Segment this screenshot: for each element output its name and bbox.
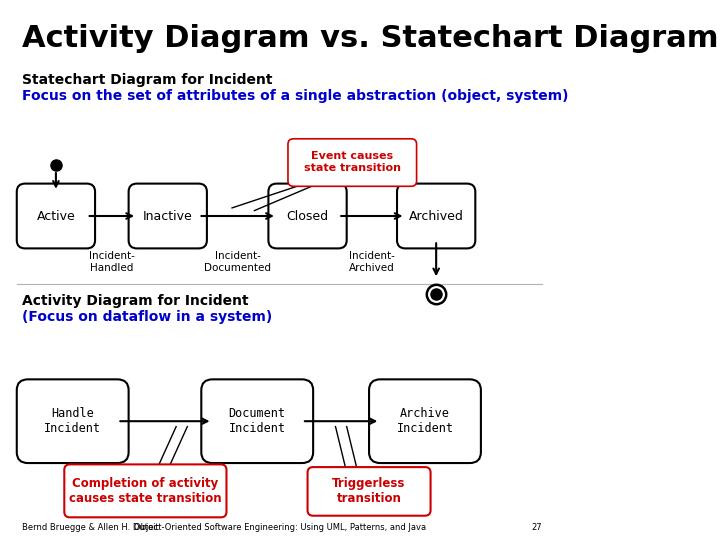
- Text: Bernd Bruegge & Allen H. Dutoit: Bernd Bruegge & Allen H. Dutoit: [22, 523, 159, 532]
- FancyBboxPatch shape: [129, 184, 207, 248]
- FancyBboxPatch shape: [17, 379, 129, 463]
- Text: Archive
Incident: Archive Incident: [397, 407, 454, 435]
- Text: Incident-
Handled: Incident- Handled: [89, 251, 135, 273]
- Text: Document
Incident: Document Incident: [229, 407, 286, 435]
- FancyBboxPatch shape: [17, 184, 95, 248]
- Text: Object-Oriented Software Engineering: Using UML, Patterns, and Java: Object-Oriented Software Engineering: Us…: [133, 523, 426, 532]
- Text: (Focus on dataflow in a system): (Focus on dataflow in a system): [22, 310, 273, 325]
- FancyBboxPatch shape: [397, 184, 475, 248]
- FancyBboxPatch shape: [64, 464, 227, 517]
- Text: Activity Diagram for Incident: Activity Diagram for Incident: [22, 294, 249, 308]
- Text: Inactive: Inactive: [143, 210, 193, 222]
- Text: Closed: Closed: [287, 210, 328, 222]
- Text: Activity Diagram vs. Statechart Diagram: Activity Diagram vs. Statechart Diagram: [22, 24, 719, 53]
- FancyBboxPatch shape: [202, 379, 313, 463]
- Text: Statechart Diagram for Incident: Statechart Diagram for Incident: [22, 73, 273, 87]
- Text: Active: Active: [37, 210, 76, 222]
- Text: Handle
Incident: Handle Incident: [44, 407, 102, 435]
- Text: Incident-
Documented: Incident- Documented: [204, 251, 271, 273]
- Text: Triggerless
transition: Triggerless transition: [333, 477, 406, 505]
- FancyBboxPatch shape: [307, 467, 431, 516]
- FancyBboxPatch shape: [369, 379, 481, 463]
- Text: Incident-
Archived: Incident- Archived: [349, 251, 395, 273]
- Text: Archived: Archived: [409, 210, 464, 222]
- Text: Event causes
state transition: Event causes state transition: [304, 151, 401, 173]
- FancyBboxPatch shape: [269, 184, 347, 248]
- Text: Completion of activity
causes state transition: Completion of activity causes state tran…: [69, 477, 222, 505]
- FancyBboxPatch shape: [288, 139, 417, 186]
- Text: Focus on the set of attributes of a single abstraction (object, system): Focus on the set of attributes of a sing…: [22, 89, 569, 103]
- Text: 27: 27: [532, 523, 542, 532]
